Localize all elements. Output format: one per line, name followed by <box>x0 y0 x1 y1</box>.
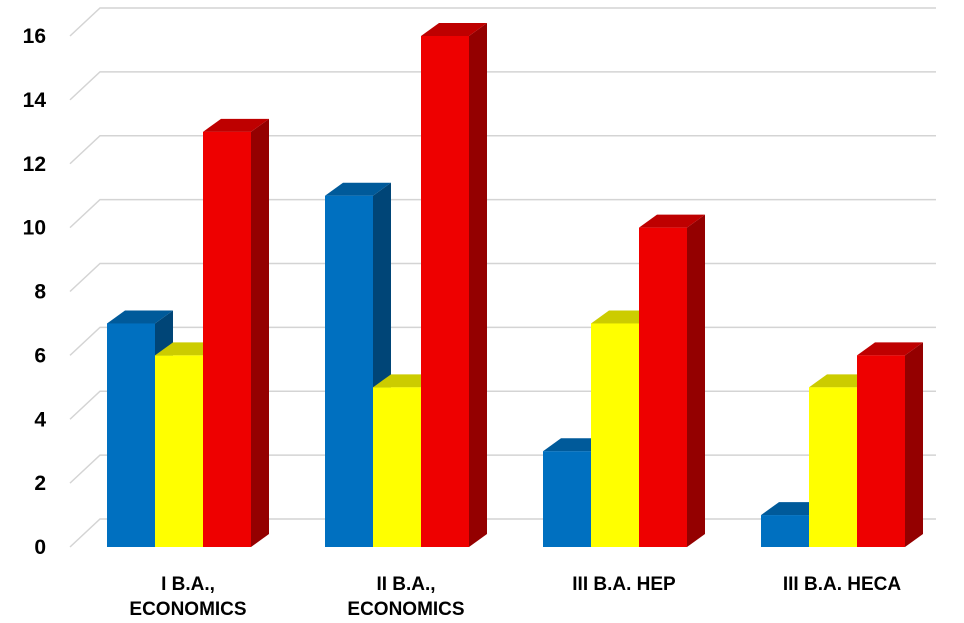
x-axis-category-labels: I B.A., ECONOMICS II B.A., ECONOMICS III B.A… <box>129 574 901 620</box>
gridline <box>69 262 936 293</box>
y-axis-tick-labels: 0 2 4 6 8 10 12 14 16 <box>23 25 47 559</box>
x-category-label: ECONOMICS <box>347 599 464 620</box>
y-tick-label: 12 <box>23 153 46 176</box>
gridline <box>69 7 936 37</box>
y-tick-label: 8 <box>34 281 46 304</box>
y-tick-label: 4 <box>34 408 46 431</box>
gridline <box>69 71 936 101</box>
y-tick-label: 2 <box>34 472 46 495</box>
x-category-label: I B.A., <box>161 574 215 595</box>
x-category-label: III B.A. HEP <box>572 574 676 595</box>
bars <box>107 23 923 547</box>
x-category-label: II B.A., <box>376 574 435 595</box>
y-tick-label: 6 <box>34 344 46 367</box>
x-category-label: III B.A. HECA <box>783 574 902 595</box>
bar <box>639 214 705 547</box>
bar <box>421 23 487 547</box>
gridline <box>69 198 936 229</box>
y-tick-label: 0 <box>34 536 46 559</box>
bar <box>857 342 923 547</box>
gridline <box>69 135 936 165</box>
x-category-label: ECONOMICS <box>129 599 246 620</box>
y-tick-label: 10 <box>23 217 46 240</box>
y-tick-label: 16 <box>23 25 46 48</box>
gridlines <box>69 7 936 548</box>
y-tick-label: 14 <box>23 89 47 112</box>
bar <box>203 118 269 547</box>
